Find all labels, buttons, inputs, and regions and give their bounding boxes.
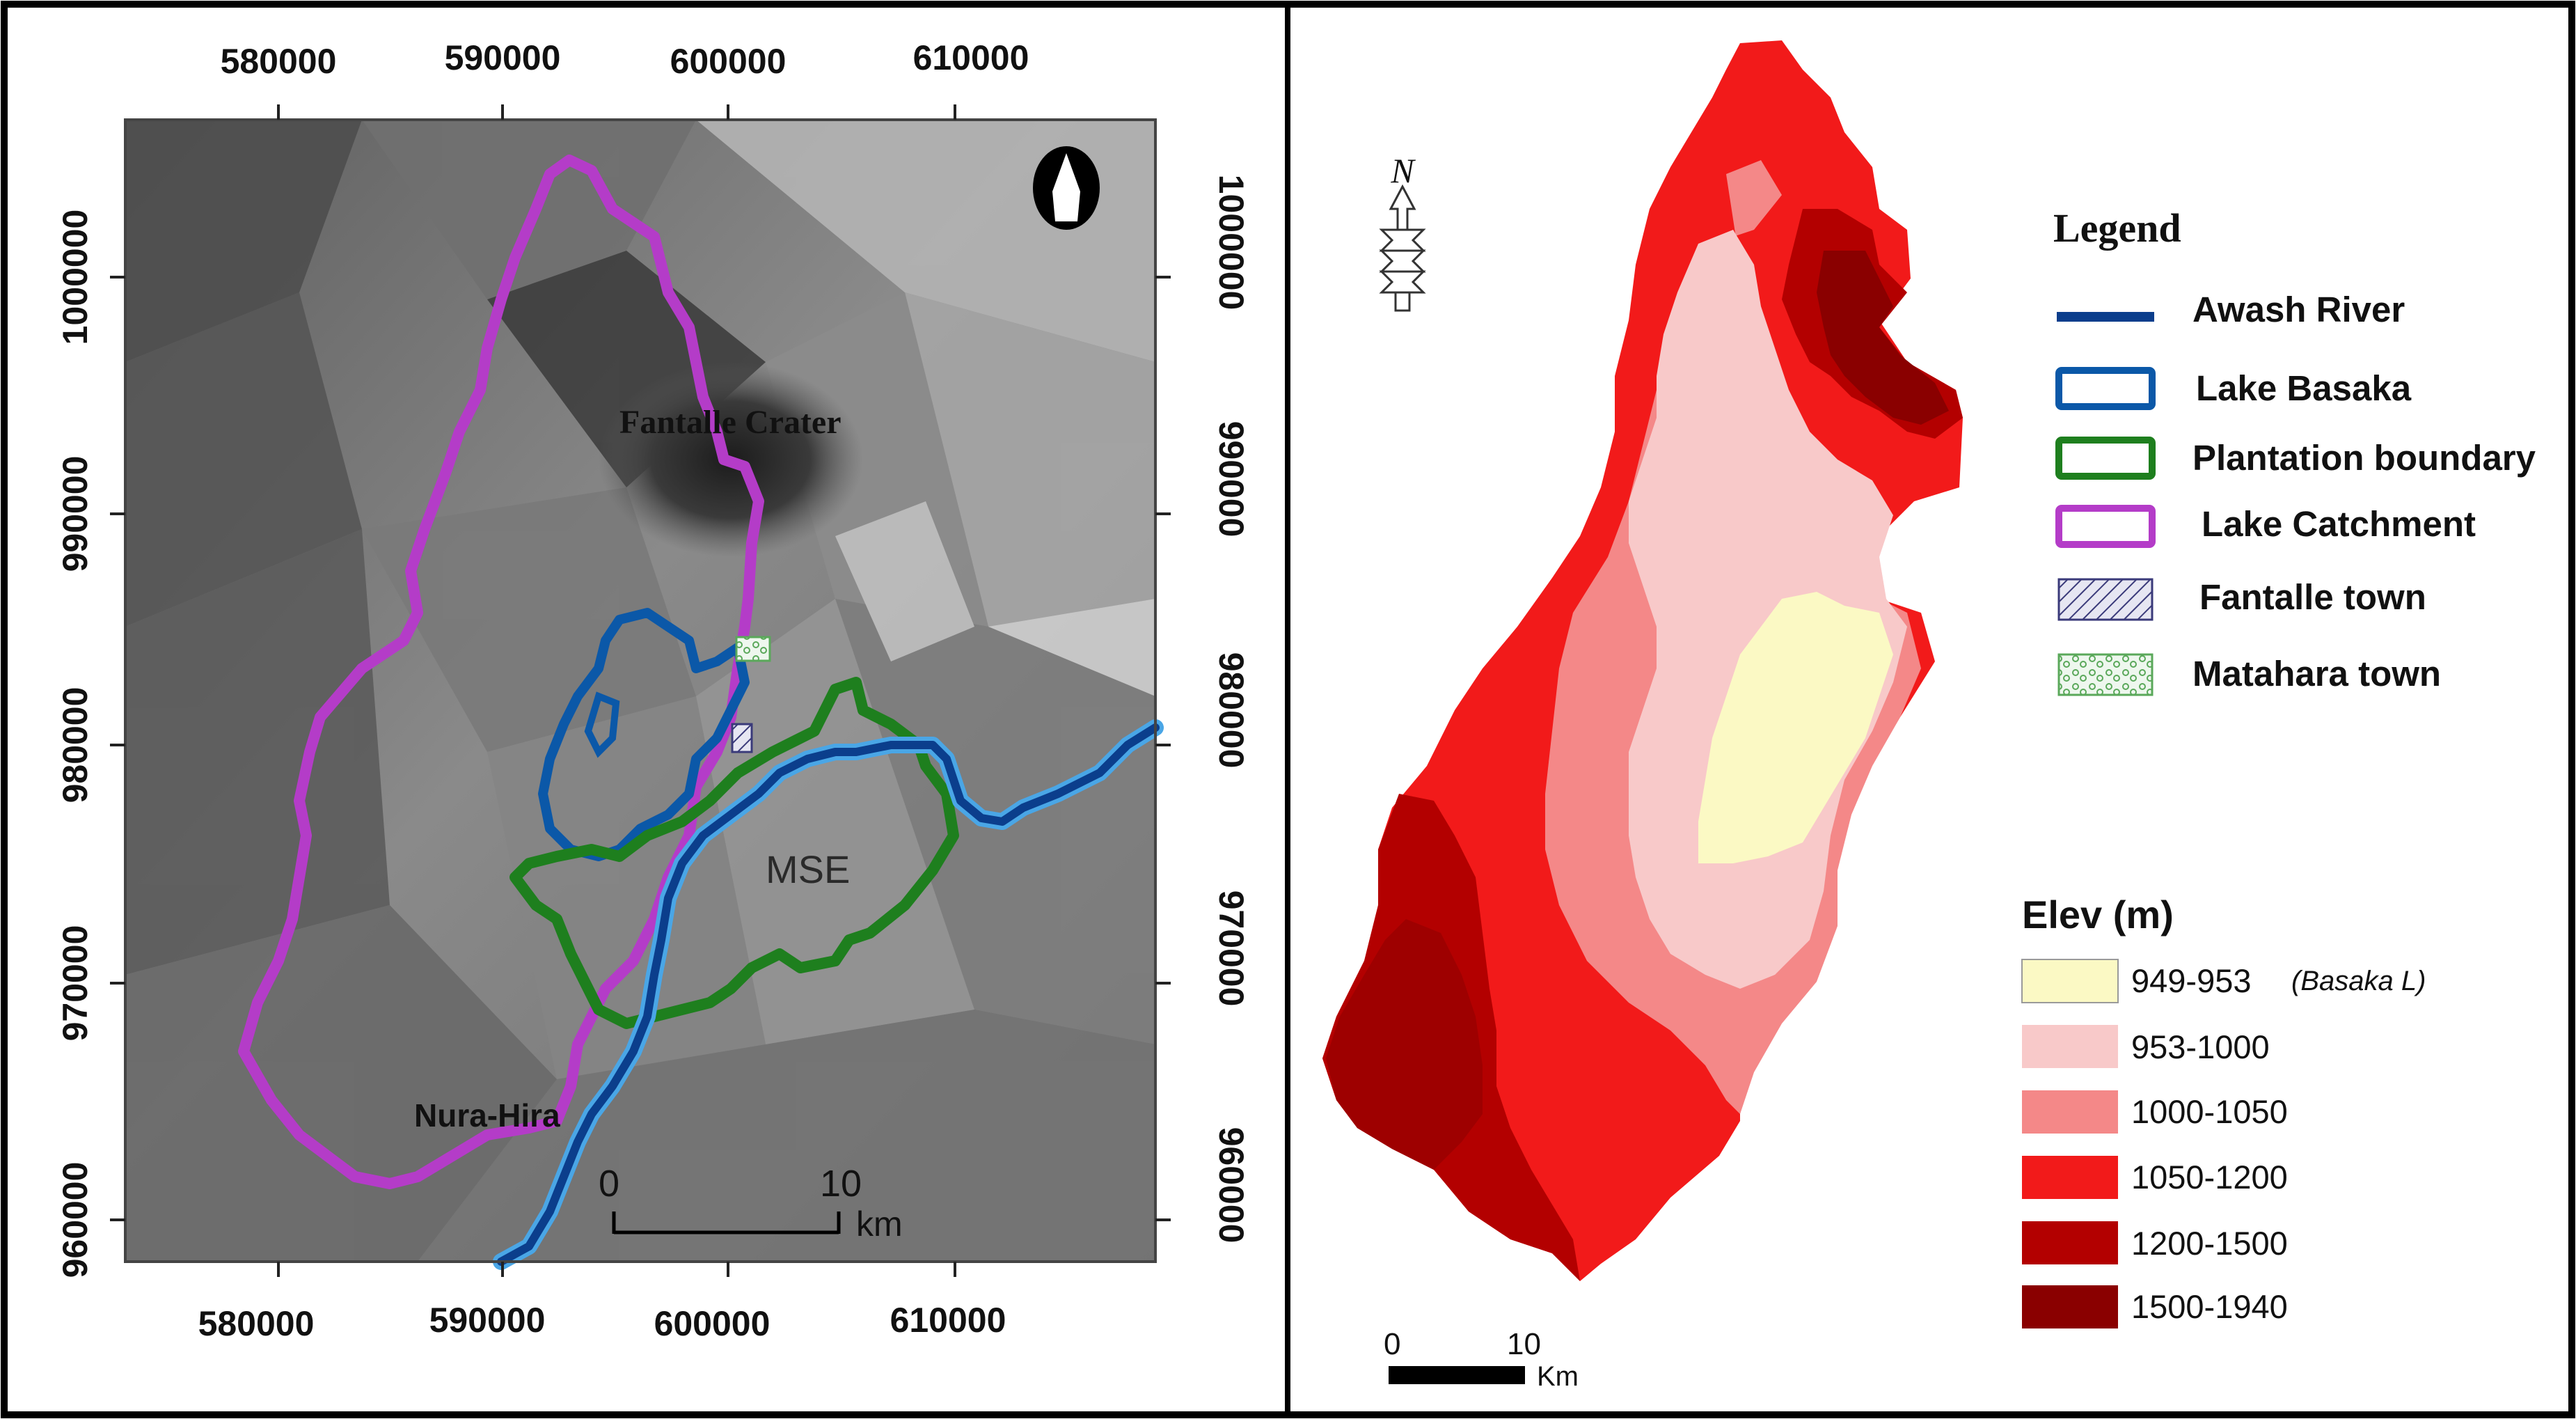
fantalle-town-marker — [731, 723, 753, 753]
x-tick-bottom-1: 580000 — [198, 1304, 315, 1343]
elev-label: 953-1000 — [2131, 1028, 2270, 1065]
legend-swatch-outline — [2055, 367, 2156, 410]
y-tick-right-4: 970000 — [1212, 891, 1251, 1007]
elev-zone-1500-1940-se — [1326, 919, 1483, 1170]
lake-basaka-island — [584, 691, 620, 758]
legend-swatch-hatch — [2057, 578, 2154, 621]
crater-label: Fantalle Crater — [619, 404, 841, 441]
legend-item-fantalle-town: Fantalle town — [2057, 577, 2426, 621]
elev-swatch — [2022, 1025, 2118, 1068]
x-tick-top-3: 600000 — [670, 42, 787, 81]
legend-item-lake-basaka: Lake Basaka — [2055, 367, 2412, 410]
legend-item-lake-catchment: Lake Catchment — [2055, 504, 2476, 548]
elevation-legend: Elev (m) 949-953 (Basaka L) 953-1000 100… — [2021, 893, 2426, 1328]
y-tick-left-1: 1000000 — [56, 210, 95, 345]
legend-item-plantation-boundary: Plantation boundary — [2055, 437, 2536, 480]
legend-label: Plantation boundary — [2192, 438, 2536, 478]
elev-label: 1500-1940 — [2131, 1288, 2288, 1325]
left-scale-unit: km — [856, 1205, 903, 1244]
north-label: N — [1390, 151, 1416, 190]
elevation-title: Elev (m) — [2022, 893, 2174, 936]
x-tick-bottom-3: 600000 — [654, 1304, 771, 1343]
elev-swatch — [2022, 1156, 2118, 1199]
plantation-label: MSE — [766, 847, 850, 891]
legend-swatch-dots — [2057, 653, 2154, 696]
matahara-town-marker — [735, 636, 771, 662]
elev-zone-953-1000 — [1629, 230, 1907, 989]
elev-swatch — [2021, 959, 2119, 1003]
legend-swatch-outline — [2055, 437, 2156, 480]
y-tick-left-2: 990000 — [56, 456, 95, 572]
left-scale-start: 0 — [599, 1163, 619, 1205]
x-tick-bottom-2: 590000 — [429, 1301, 546, 1340]
elev-class-949-953: 949-953 (Basaka L) — [2021, 959, 2426, 1003]
legend-item-awash-river: Awash River — [2057, 290, 2405, 329]
y-tick-right-1: 1000000 — [1212, 175, 1251, 311]
elev-zone-949-953-basaka — [1698, 592, 1893, 863]
elev-swatch — [2022, 1285, 2118, 1328]
right-map-panel: N Legend Awash River Lake Basaka Plantat… — [1322, 40, 2536, 1392]
y-tick-right-2: 990000 — [1212, 421, 1251, 538]
elev-class-1000-1050: 1000-1050 — [2022, 1090, 2288, 1134]
lake-basaka-outline — [538, 608, 750, 861]
y-tick-left-3: 980000 — [56, 687, 95, 803]
left-scale-end: 10 — [820, 1163, 862, 1205]
legend-swatch-outline — [2055, 505, 2156, 548]
legend-label: Matahara town — [2192, 654, 2441, 693]
right-scale-bar: 0 10 Km — [1384, 1327, 1579, 1392]
elev-class-1050-1200: 1050-1200 — [2022, 1156, 2288, 1199]
left-scale-bar: 0 10 km — [599, 1163, 903, 1244]
x-tick-top-4: 610000 — [913, 38, 1029, 77]
elev-label: 1000-1050 — [2131, 1093, 2288, 1130]
y-tick-left-5: 960000 — [56, 1162, 95, 1278]
left-map-panel: Fantalle Crater MSE Nura-Hira 0 10 km — [56, 38, 1251, 1343]
elev-label: 949-953 — [2131, 962, 2252, 999]
terrain-facets — [125, 120, 1155, 1262]
north-arrow-icon — [1033, 146, 1100, 230]
elev-class-1200-1500: 1200-1500 — [2022, 1221, 2288, 1264]
x-tick-top-1: 580000 — [221, 42, 337, 81]
lake-catchment-boundary — [238, 155, 764, 1189]
legend-label: Lake Catchment — [2202, 504, 2476, 544]
elev-label: 1200-1500 — [2131, 1225, 2288, 1262]
right-scale-end: 10 — [1507, 1327, 1541, 1361]
legend-item-matahara-town: Matahara town — [2057, 653, 2441, 696]
elev-class-953-1000: 953-1000 — [2022, 1025, 2270, 1068]
right-scale-unit: Km — [1537, 1361, 1579, 1392]
elev-class-1500-1940: 1500-1940 — [2022, 1285, 2288, 1328]
compass-north-icon: N — [1379, 151, 1426, 312]
left-map-frame — [124, 118, 1157, 1263]
x-tick-top-2: 590000 — [445, 38, 561, 77]
awash-river-core — [497, 723, 1160, 1266]
left-tick-marks — [110, 104, 1171, 1277]
legend-swatch-line — [2057, 312, 2154, 322]
right-scale-start: 0 — [1384, 1327, 1400, 1361]
elev-swatch — [2022, 1221, 2118, 1264]
legend-label: Fantalle town — [2199, 577, 2426, 617]
elev-note: (Basaka L) — [2291, 966, 2426, 996]
legend: Legend Awash River Lake Basaka Plantatio… — [2053, 205, 2536, 696]
legend-label: Awash River — [2192, 290, 2405, 329]
legend-label: Lake Basaka — [2196, 368, 2412, 408]
y-tick-right-5: 960000 — [1212, 1127, 1251, 1244]
y-tick-right-3: 980000 — [1212, 652, 1251, 769]
legend-title: Legend — [2053, 205, 2181, 251]
village-label: Nura-Hira — [414, 1097, 560, 1134]
y-tick-left-4: 970000 — [56, 925, 95, 1042]
elev-swatch — [2022, 1090, 2118, 1134]
elev-zone-1500-1940-north — [1817, 251, 1949, 425]
x-tick-bottom-4: 610000 — [890, 1301, 1006, 1340]
elev-label: 1050-1200 — [2131, 1159, 2288, 1195]
